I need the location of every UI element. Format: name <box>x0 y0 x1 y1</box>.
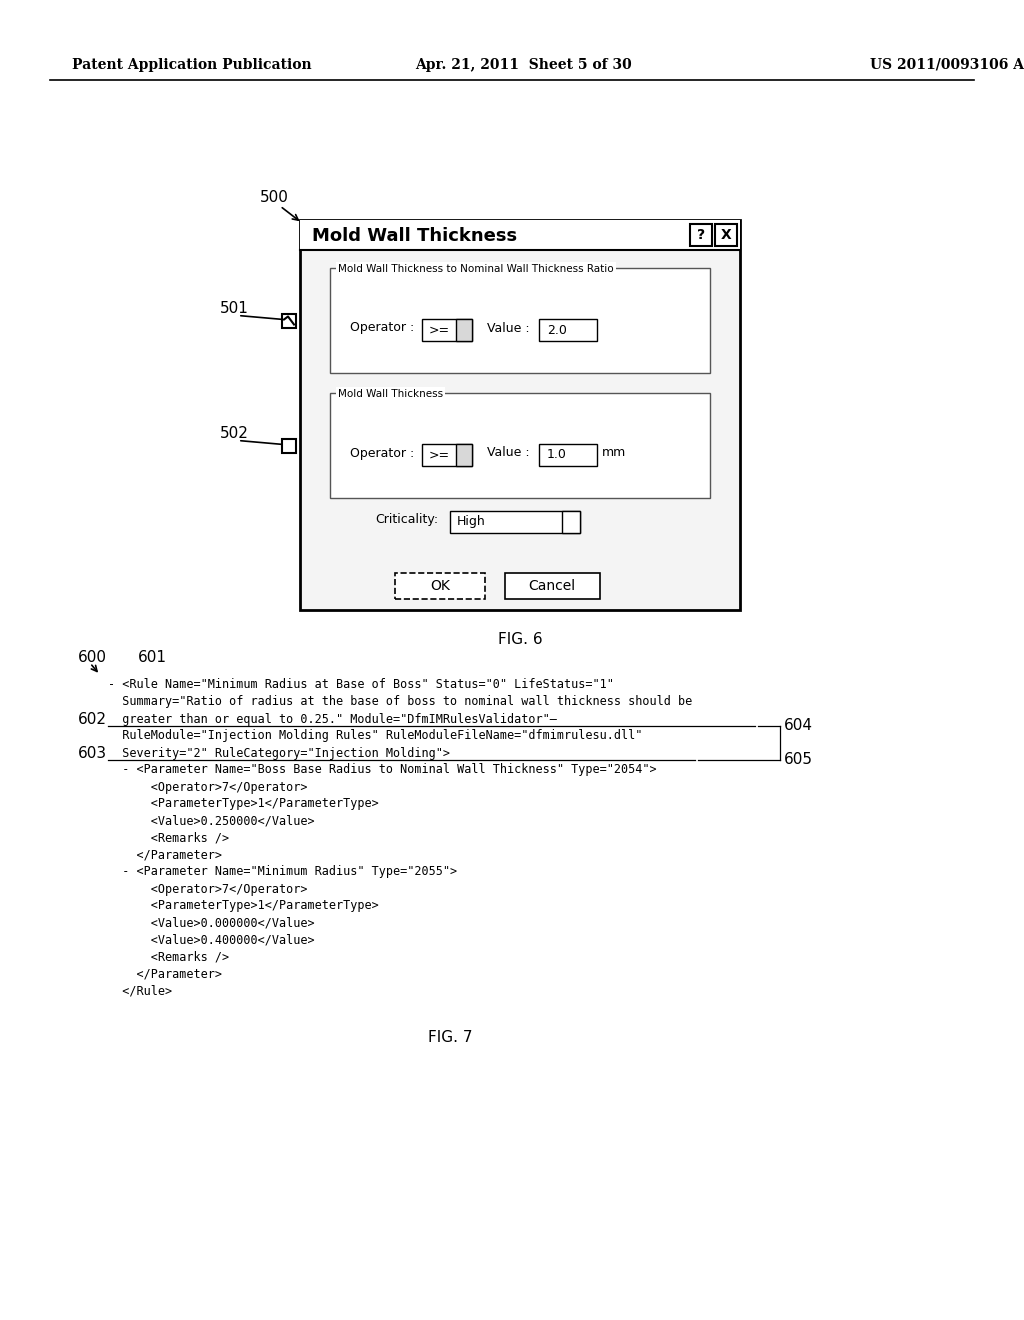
Bar <box>300 220 740 249</box>
Text: 603: 603 <box>78 746 108 760</box>
Bar <box>282 314 296 327</box>
Text: v: v <box>567 517 574 527</box>
Bar <box>282 438 296 453</box>
Text: - <Parameter Name="Boss Base Radius to Nominal Wall Thickness" Type="2054">: - <Parameter Name="Boss Base Radius to N… <box>108 763 656 776</box>
Text: <Value>0.400000</Value>: <Value>0.400000</Value> <box>108 933 314 946</box>
Text: OK: OK <box>430 579 450 593</box>
Bar <box>715 224 737 246</box>
Text: 601: 601 <box>138 649 167 664</box>
Bar <box>539 444 597 466</box>
Text: greater than or equal to 0.25." Module="DfmIMRulesValidator"—: greater than or equal to 0.25." Module="… <box>108 713 557 726</box>
Text: Mold Wall Thickness: Mold Wall Thickness <box>338 389 443 399</box>
Text: Severity="2" RuleCategory="Injection Molding">: Severity="2" RuleCategory="Injection Mol… <box>108 747 450 759</box>
Text: <ParameterType>1</ParameterType>: <ParameterType>1</ParameterType> <box>108 797 379 810</box>
Text: 2.0: 2.0 <box>547 323 567 337</box>
Bar <box>505 573 600 599</box>
Bar <box>562 511 580 533</box>
Text: 1.0: 1.0 <box>547 449 567 462</box>
Text: Value :: Value : <box>487 322 529 334</box>
Bar <box>456 444 472 466</box>
Text: Cancel: Cancel <box>528 579 575 593</box>
Text: 600: 600 <box>78 649 106 664</box>
Text: High: High <box>457 516 485 528</box>
Text: <Remarks />: <Remarks /> <box>108 832 229 845</box>
Text: <Remarks />: <Remarks /> <box>108 950 229 964</box>
Text: Patent Application Publication: Patent Application Publication <box>72 58 311 73</box>
Text: >=: >= <box>429 323 451 337</box>
Text: v: v <box>461 325 467 335</box>
Bar <box>450 511 580 533</box>
Text: </Parameter>: </Parameter> <box>108 968 222 981</box>
Text: - <Rule Name="Minimum Radius at Base of Boss" Status="0" LifeStatus="1": - <Rule Name="Minimum Radius at Base of … <box>108 678 613 692</box>
Text: RuleModule="Injection Molding Rules" RuleModuleFileName="dfmimrulesu.dll": RuleModule="Injection Molding Rules" Rul… <box>108 730 642 742</box>
Text: Value :: Value : <box>487 446 529 459</box>
Text: <ParameterType>1</ParameterType>: <ParameterType>1</ParameterType> <box>108 899 379 912</box>
Text: Summary="Ratio of radius at the base of boss to nominal wall thickness should be: Summary="Ratio of radius at the base of … <box>108 696 692 709</box>
Bar <box>330 393 710 498</box>
Text: Operator :: Operator : <box>350 322 415 334</box>
Bar <box>422 444 472 466</box>
Text: 605: 605 <box>784 752 813 767</box>
Text: <Value>0.250000</Value>: <Value>0.250000</Value> <box>108 814 314 828</box>
Text: FIG. 7: FIG. 7 <box>428 1031 472 1045</box>
Text: Mold Wall Thickness to Nominal Wall Thickness Ratio: Mold Wall Thickness to Nominal Wall Thic… <box>338 264 613 275</box>
Text: 602: 602 <box>78 711 106 726</box>
Bar <box>330 268 710 374</box>
Text: US 2011/0093106 A1: US 2011/0093106 A1 <box>870 58 1024 73</box>
Text: <Operator>7</Operator>: <Operator>7</Operator> <box>108 780 307 793</box>
Text: Criticality:: Criticality: <box>375 513 438 527</box>
Text: Mold Wall Thickness: Mold Wall Thickness <box>312 227 517 246</box>
Text: FIG. 6: FIG. 6 <box>498 632 543 648</box>
Text: v: v <box>461 450 467 459</box>
Text: X: X <box>721 228 731 242</box>
Text: <Value>0.000000</Value>: <Value>0.000000</Value> <box>108 916 314 929</box>
Text: - <Parameter Name="Minimum Radius" Type="2055">: - <Parameter Name="Minimum Radius" Type=… <box>108 866 457 879</box>
Text: 501: 501 <box>220 301 249 315</box>
Bar <box>539 319 597 341</box>
Bar <box>300 220 740 610</box>
Text: </Rule>: </Rule> <box>108 985 172 998</box>
Text: 604: 604 <box>784 718 813 734</box>
Bar <box>690 224 712 246</box>
Text: <Operator>7</Operator>: <Operator>7</Operator> <box>108 883 307 895</box>
Bar <box>395 573 485 599</box>
Bar <box>422 319 472 341</box>
Text: 500: 500 <box>260 190 289 206</box>
Text: Operator :: Operator : <box>350 446 415 459</box>
Text: >=: >= <box>429 449 451 462</box>
Text: 502: 502 <box>220 426 249 441</box>
Bar <box>456 319 472 341</box>
Text: mm: mm <box>602 446 627 459</box>
Text: </Parameter>: </Parameter> <box>108 849 222 862</box>
Text: Apr. 21, 2011  Sheet 5 of 30: Apr. 21, 2011 Sheet 5 of 30 <box>415 58 632 73</box>
Text: ?: ? <box>697 228 706 242</box>
